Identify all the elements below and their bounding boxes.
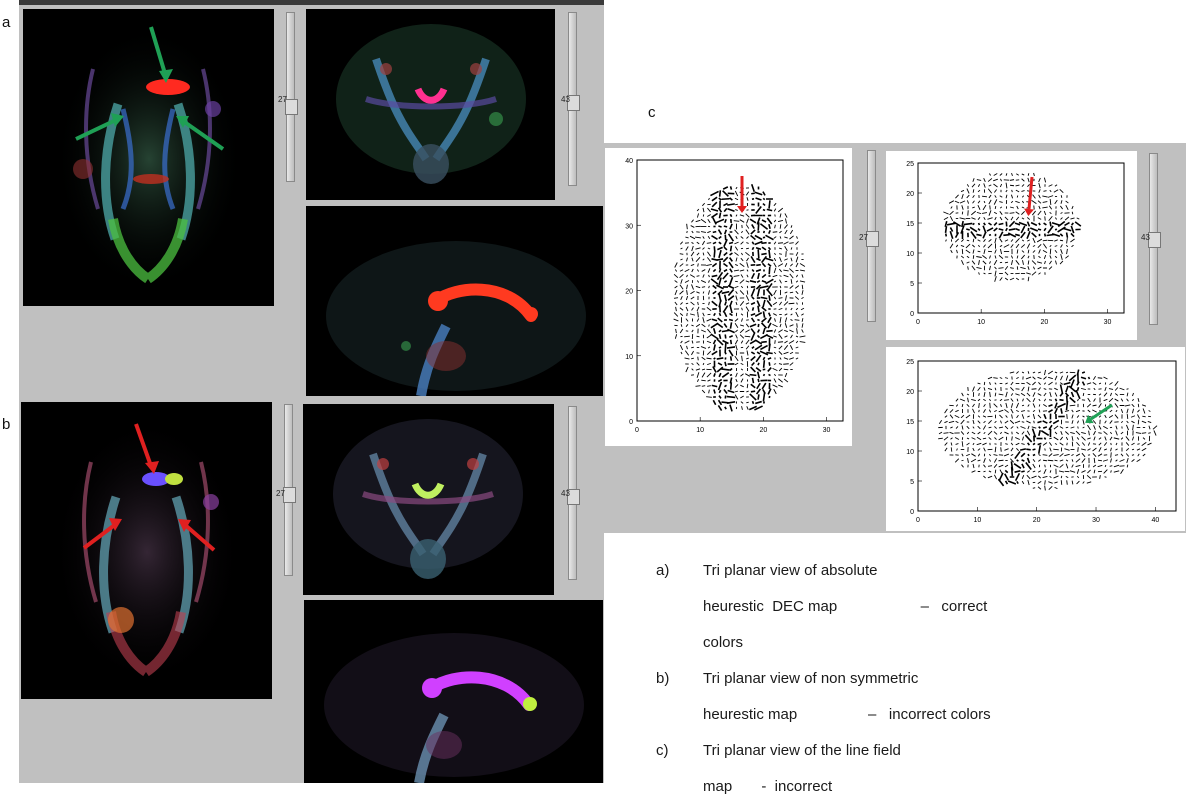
coronal-slice-value-c: 43: [1141, 233, 1150, 242]
caption-a-line3: colors: [703, 634, 744, 651]
x-tick-label: 30: [823, 427, 831, 434]
coronal-slice-value-a: 43: [561, 95, 570, 104]
panel-label-a: a: [2, 14, 11, 31]
y-tick-label: 15: [906, 419, 914, 426]
line-field-glyphs: [943, 172, 1082, 282]
x-tick-label: 10: [977, 319, 985, 326]
axial-slice-slider-a[interactable]: [285, 12, 298, 182]
x-tick-label: 20: [759, 427, 767, 434]
coronal-linefield-plot: 0 5 10 15 20 25 0 10 20 30: [886, 151, 1137, 340]
slider-thumb[interactable]: [567, 95, 580, 111]
axial-linefield-plot: 0 10 20 30 40 0 10 20 30: [605, 148, 852, 446]
slider-thumb[interactable]: [285, 99, 298, 115]
x-tick-label: 30: [1092, 517, 1100, 524]
y-tick-label: 25: [906, 359, 914, 366]
y-tick-label: 0: [629, 419, 633, 426]
caption-b-marker: b): [656, 670, 670, 687]
coronal-dec-image-a: [306, 9, 555, 200]
y-tick-label: 0: [910, 311, 914, 318]
axial-slice-value-c: 27: [859, 233, 868, 242]
x-tick-label: 10: [973, 517, 981, 524]
sagittal-dec-image-a: [306, 206, 603, 396]
x-tick-label: 0: [635, 427, 639, 434]
y-tick-label: 15: [906, 221, 914, 228]
caption-c-line1: Tri planar view of the line field: [703, 742, 901, 759]
x-tick-label: 0: [916, 517, 920, 524]
coronal-slice-value-b: 43: [561, 489, 570, 498]
red-arrow-icon: [1024, 176, 1034, 216]
slider-thumb[interactable]: [866, 231, 879, 247]
slider-thumb[interactable]: [567, 489, 580, 505]
y-tick-label: 20: [906, 389, 914, 396]
red-arrow-icon: [737, 176, 747, 213]
panel-a-top-bar: [19, 0, 604, 5]
y-tick-label: 25: [906, 161, 914, 168]
coronal-slice-slider-b[interactable]: [567, 406, 580, 580]
y-tick-label: 10: [906, 449, 914, 456]
caption-b-line2: heurestic map – incorrect colors: [703, 706, 991, 723]
slider-thumb[interactable]: [283, 487, 296, 503]
y-tick-label: 20: [906, 191, 914, 198]
coronal-slice-slider-c[interactable]: [1148, 153, 1161, 325]
axial-dec-image-a: [23, 9, 274, 306]
axial-dec-image-b: [21, 402, 272, 699]
x-tick-label: 40: [1151, 517, 1159, 524]
line-field-glyphs: [938, 369, 1158, 491]
coronal-dec-image-b: [303, 404, 554, 595]
caption-a-line1: Tri planar view of absolute: [703, 562, 878, 579]
y-tick-label: 10: [906, 251, 914, 258]
x-tick-label: 20: [1040, 319, 1048, 326]
sagittal-linefield-plot: 0 5 10 15 20 25 0 10 20 30 40: [886, 347, 1185, 531]
panel-label-b: b: [2, 416, 11, 433]
x-tick-label: 10: [696, 427, 704, 434]
caption-b-line1: Tri planar view of non symmetric: [703, 670, 919, 687]
line-field-glyphs: [673, 184, 806, 412]
slider-thumb[interactable]: [1148, 232, 1161, 248]
x-tick-label: 30: [1104, 319, 1112, 326]
green-arrow-icon: [1085, 403, 1113, 424]
x-tick-label: 20: [1033, 517, 1041, 524]
y-tick-label: 20: [625, 289, 633, 296]
y-tick-label: 5: [910, 281, 914, 288]
caption-a-marker: a): [656, 562, 670, 579]
sagittal-dec-image-b: [304, 600, 603, 783]
axial-slice-slider-c[interactable]: [866, 150, 879, 322]
y-tick-label: 30: [625, 223, 633, 230]
y-tick-label: 0: [910, 509, 914, 516]
coronal-slice-slider-a[interactable]: [567, 12, 580, 186]
y-tick-label: 40: [625, 158, 633, 165]
y-tick-label: 10: [625, 354, 633, 361]
axial-slice-slider-b[interactable]: [283, 404, 296, 576]
axial-slice-value-b: 27: [276, 489, 285, 498]
y-tick-label: 5: [910, 479, 914, 486]
panel-label-c: c: [648, 104, 656, 121]
axial-slice-value-a: 27: [278, 95, 287, 104]
caption-a-line2: heurestic DEC map – correct: [703, 598, 988, 615]
caption-c-line2: map - incorrect: [703, 778, 833, 795]
caption-c-marker: c): [656, 742, 669, 759]
x-tick-label: 0: [916, 319, 920, 326]
